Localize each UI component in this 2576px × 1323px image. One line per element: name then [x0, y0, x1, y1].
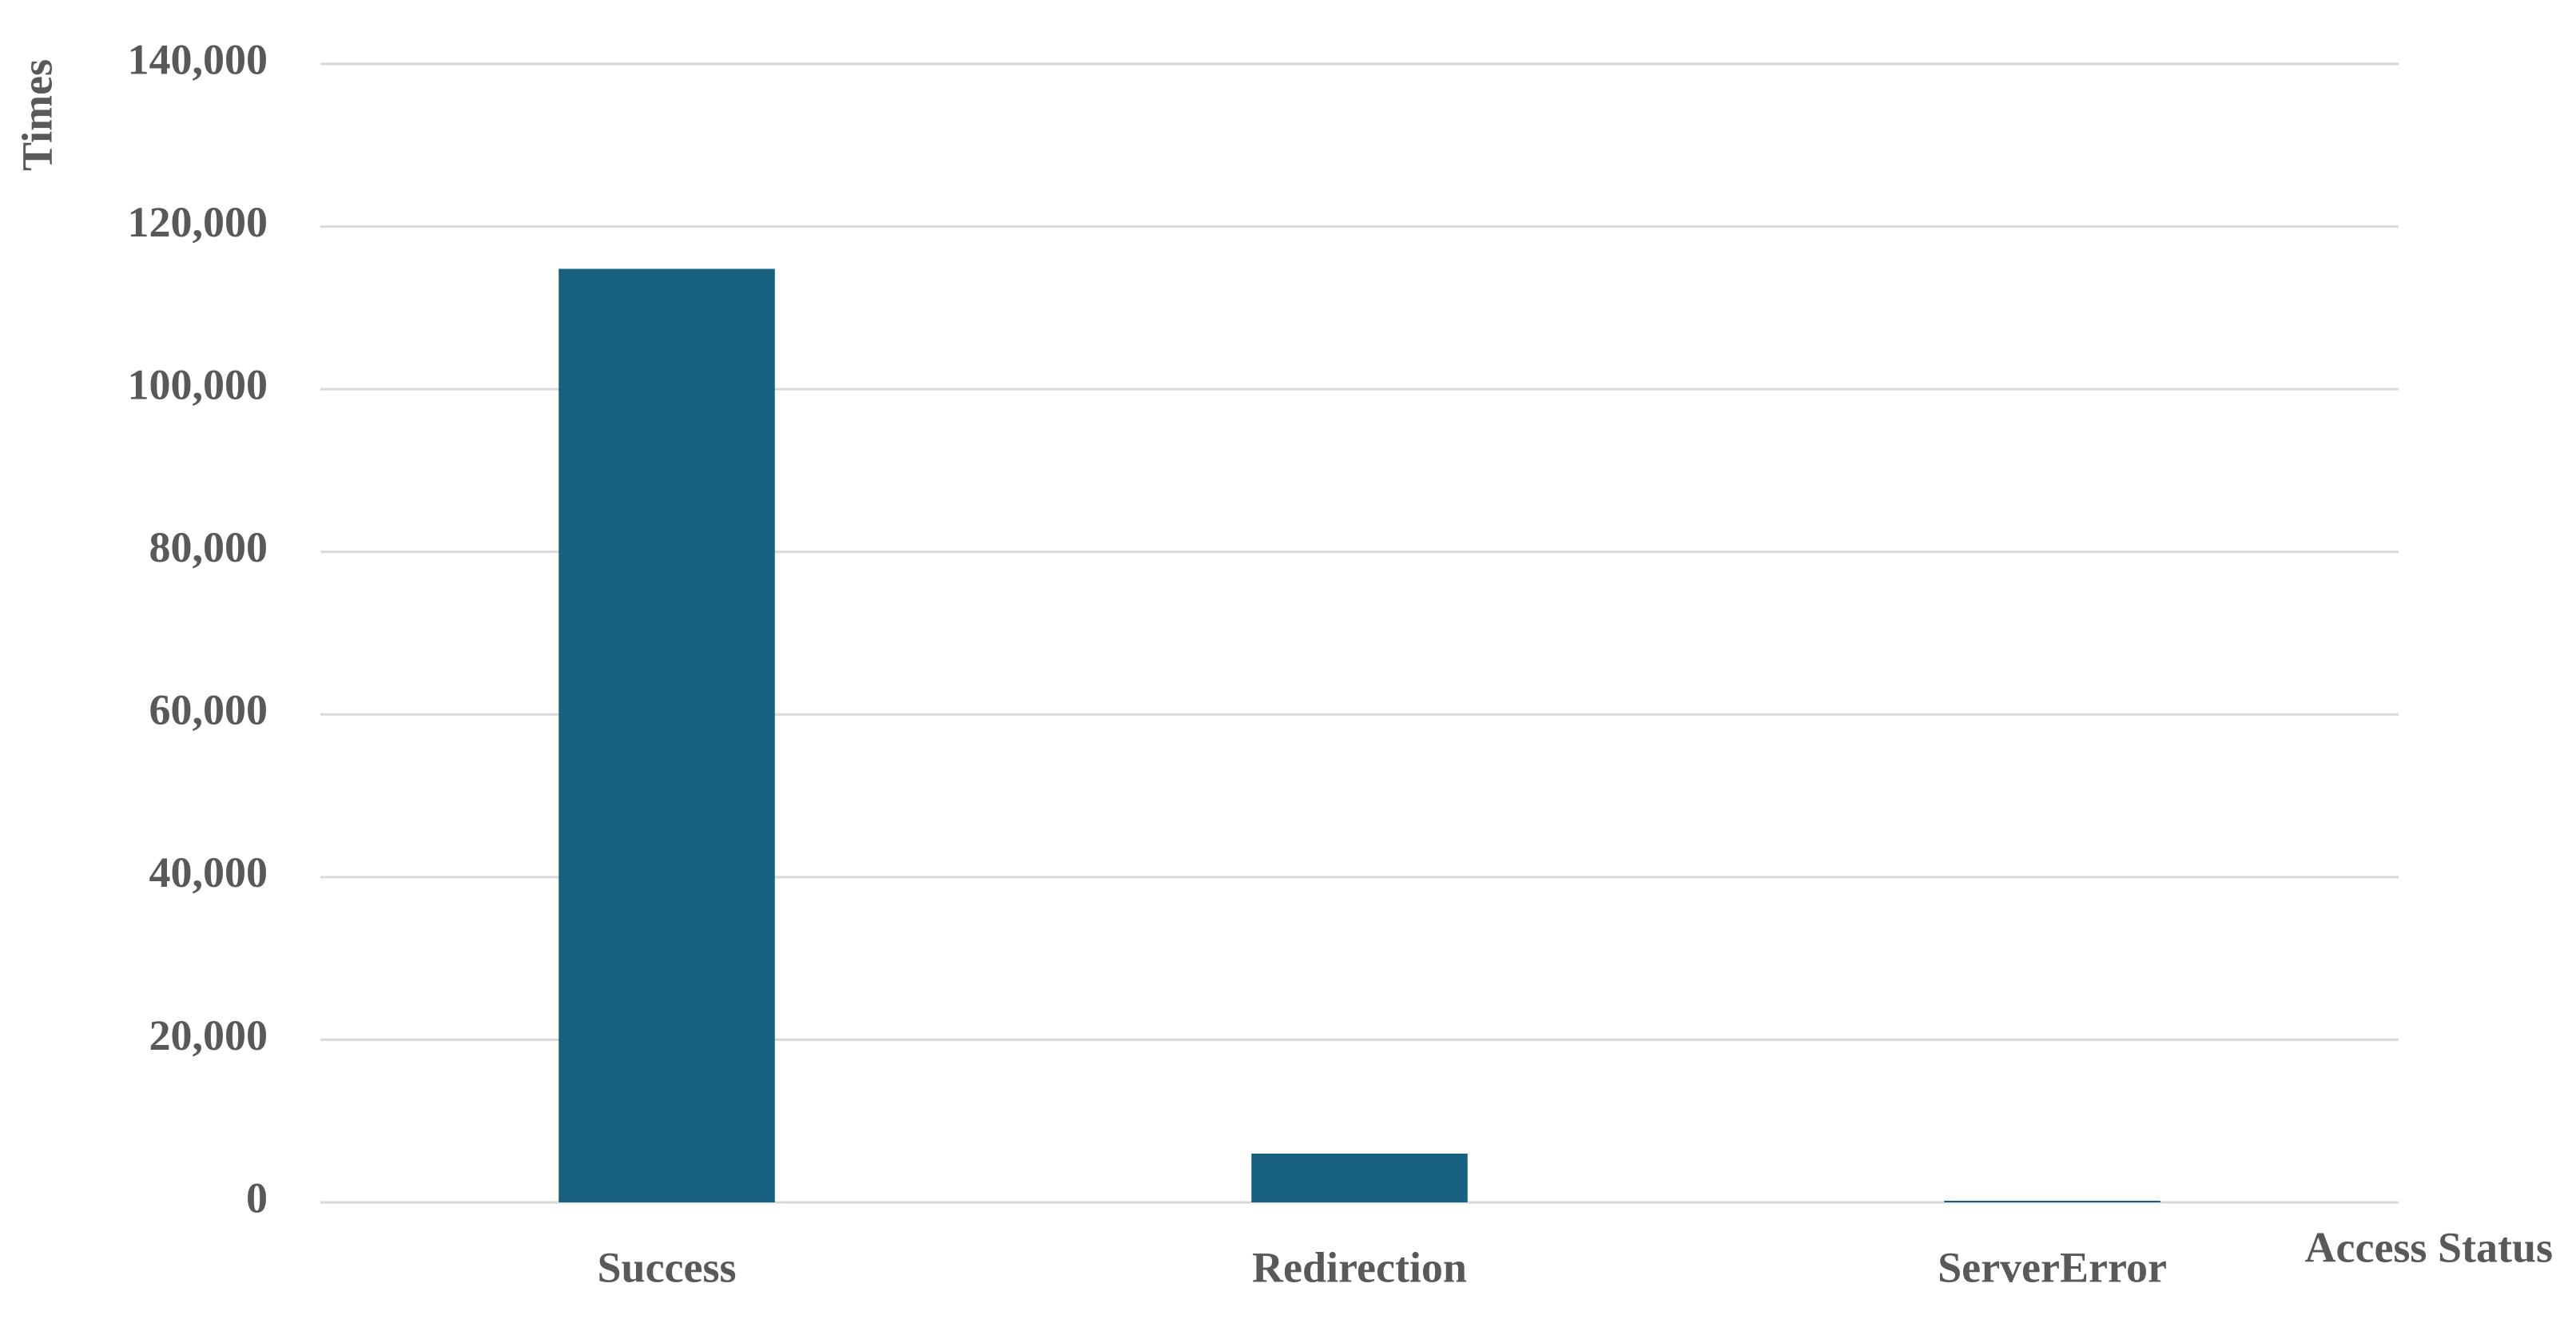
x-tick-label: ServerError: [1938, 1243, 2167, 1291]
x-axis-label: Access Status: [2305, 1223, 2553, 1271]
y-tick-label: 100,000: [128, 361, 268, 409]
y-tick-label: 20,000: [149, 1011, 268, 1059]
y-axis-label: Times: [13, 59, 61, 171]
bar: [1251, 1153, 1468, 1202]
bar: [1944, 1200, 2161, 1202]
x-tick-label: Success: [598, 1243, 737, 1291]
y-tick-label: 0: [246, 1174, 268, 1222]
bar: [559, 268, 775, 1202]
x-tick-label: Redirection: [1252, 1243, 1467, 1291]
y-tick-label: 140,000: [128, 35, 268, 83]
y-tick-label: 120,000: [128, 198, 268, 246]
y-tick-label: 40,000: [149, 848, 268, 896]
y-tick-label: 60,000: [149, 686, 268, 734]
y-tick-label: 80,000: [149, 523, 268, 571]
